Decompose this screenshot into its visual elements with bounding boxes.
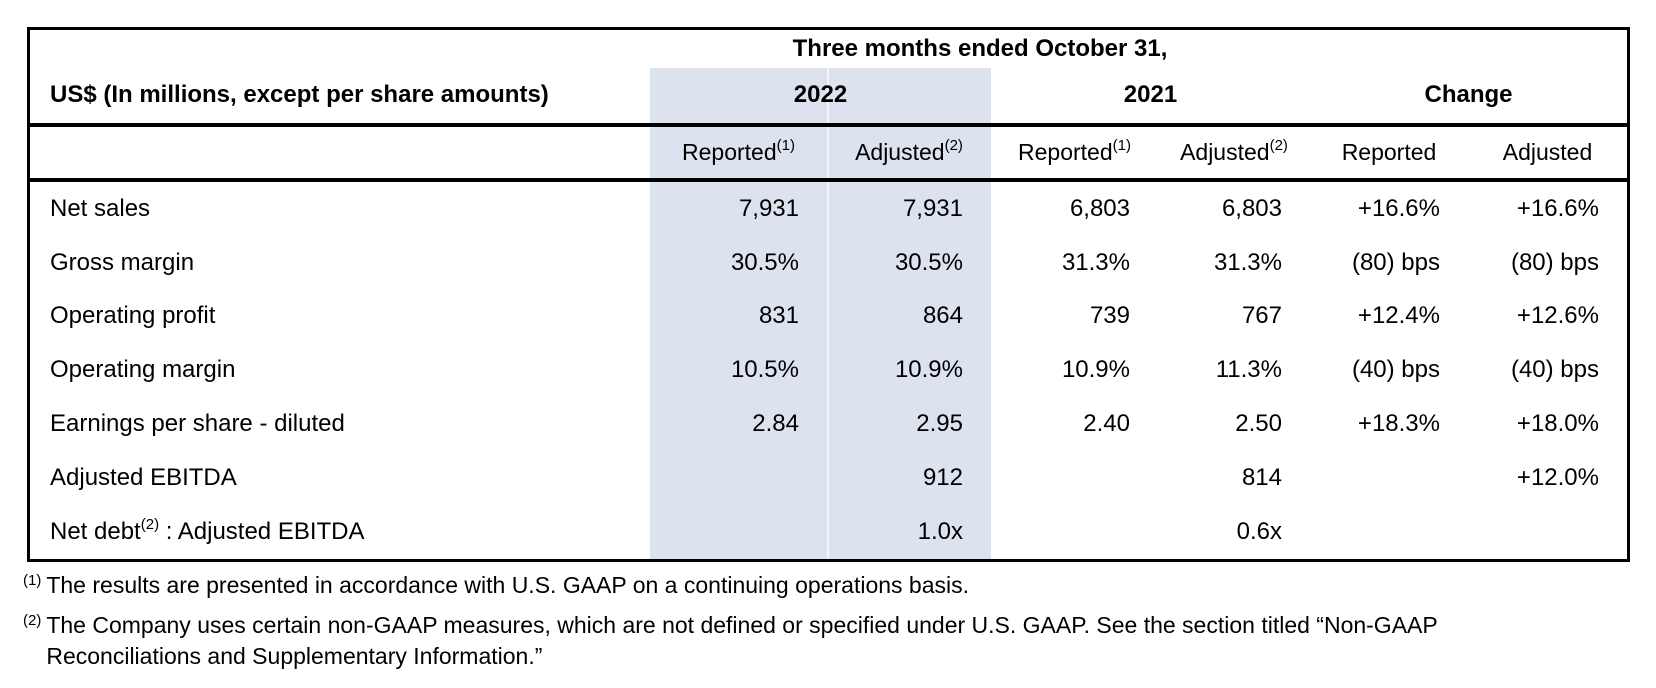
cell-value: 814: [1241, 464, 1282, 492]
footnote-1: (1) The results are presented in accorda…: [23, 570, 1633, 601]
highlight-column-separator: [827, 68, 829, 559]
table-row-operating-margin: Operating margin 10.5% 10.9% 10.9% 11.3%…: [30, 344, 1627, 398]
subheader-2021-adjusted: Adjusted(2): [1180, 137, 1288, 165]
cell-value: (80) bps: [1510, 248, 1599, 276]
cell-value: 912: [922, 464, 963, 492]
table-row-gross-margin: Gross margin 30.5% 30.5% 31.3% 31.3% (80…: [30, 236, 1627, 290]
table-row-net-debt-ratio: Net debt(2) : Adjusted EBITDA 1.0x 0.6x: [30, 505, 1627, 559]
cell-value: 11.3%: [1215, 356, 1282, 384]
subheader-2022-reported: Reported(1): [682, 137, 795, 165]
cell-value: 0.6x: [1236, 517, 1282, 545]
row-label: Gross margin: [50, 248, 195, 276]
cell-value: +12.4%: [1357, 302, 1440, 330]
row-label: Net sales: [50, 194, 151, 222]
cell-value: +18.3%: [1357, 410, 1440, 438]
table-row-adjusted-ebitda: Adjusted EBITDA 912 814 +12.0%: [30, 451, 1627, 505]
cell-value: 739: [1089, 302, 1130, 330]
change-header: Change: [1424, 81, 1513, 109]
header-row-years: US$ (In millions, except per share amoun…: [30, 68, 1627, 127]
results-table: Three months ended October 31, US$ (In m…: [27, 27, 1630, 562]
footnote-marker: (1): [776, 137, 795, 155]
cell-value: 7,931: [902, 194, 963, 222]
footnote-2-text: The Company uses certain non-GAAP measur…: [46, 612, 1438, 669]
cell-value: (40) bps: [1510, 356, 1599, 384]
cell-value: 1.0x: [917, 517, 963, 545]
cell-value: +12.6%: [1516, 302, 1599, 330]
subheader-2021-reported: Reported(1): [1018, 137, 1131, 165]
footnote-marker: (1): [1112, 137, 1131, 155]
cell-value: 6,803: [1069, 194, 1130, 222]
cell-value: +18.0%: [1516, 410, 1599, 438]
cell-value: +16.6%: [1357, 194, 1440, 222]
footnote-2-marker: (2): [23, 612, 42, 629]
cell-value: +12.0%: [1516, 464, 1599, 492]
year-2022-header: 2022: [793, 81, 848, 109]
year-2021-header: 2021: [1123, 81, 1178, 109]
subheader-change-adjusted: Adjusted: [1502, 139, 1593, 165]
footnote-1-text: The results are presented in accordance …: [46, 572, 969, 598]
table-row-eps-diluted: Earnings per share - diluted 2.84 2.95 2…: [30, 397, 1627, 451]
row-label: Operating margin: [50, 356, 236, 384]
subheader-change-reported: Reported: [1341, 139, 1437, 165]
footnote-marker: (2): [1269, 137, 1288, 155]
table-body: Net sales 7,931 7,931 6,803 6,803 +16.6%…: [30, 182, 1627, 559]
cell-value: 30.5%: [730, 248, 799, 276]
cell-value: 30.5%: [894, 248, 963, 276]
row-label: Net debt(2) : Adjusted EBITDA: [50, 515, 365, 545]
cell-value: 864: [922, 302, 963, 330]
cell-value: 2.40: [1083, 410, 1130, 438]
subheader-2022-adjusted: Adjusted(2): [855, 137, 963, 165]
footnote-1-marker: (1): [23, 572, 42, 589]
footnote-2: (2) The Company uses certain non-GAAP me…: [23, 610, 1633, 672]
cell-value: 2.95: [916, 410, 963, 438]
header-row-period: Three months ended October 31,: [30, 30, 1627, 68]
cell-value: (40) bps: [1351, 356, 1440, 384]
cell-value: 2.50: [1235, 410, 1282, 438]
row-label: Operating profit: [50, 302, 216, 330]
cell-value: +16.6%: [1516, 194, 1599, 222]
table-row-net-sales: Net sales 7,931 7,931 6,803 6,803 +16.6%…: [30, 182, 1627, 236]
cell-value: 10.9%: [1061, 356, 1130, 384]
highlight-2022-band: [650, 68, 991, 559]
unit-label: US$ (In millions, except per share amoun…: [50, 81, 549, 109]
table-row-operating-profit: Operating profit 831 864 739 767 +12.4% …: [30, 290, 1627, 344]
cell-value: 2.84: [752, 410, 799, 438]
cell-value: 831: [758, 302, 799, 330]
cell-value: (80) bps: [1351, 248, 1440, 276]
cell-value: 10.5%: [730, 356, 799, 384]
row-label: Adjusted EBITDA: [50, 464, 237, 492]
cell-value: 31.3%: [1213, 248, 1282, 276]
footnote-marker: (2): [944, 137, 963, 155]
cell-value: 767: [1241, 302, 1282, 330]
cell-value: 6,803: [1221, 194, 1282, 222]
footnotes: (1) The results are presented in accorda…: [23, 570, 1633, 681]
header-row-subheaders: Reported(1) Adjusted(2) Reported(1) Adju…: [30, 127, 1627, 182]
cell-value: 31.3%: [1061, 248, 1130, 276]
cell-value: 7,931: [738, 194, 799, 222]
row-label: Earnings per share - diluted: [50, 410, 345, 438]
table-title: Three months ended October 31,: [792, 34, 1168, 62]
cell-value: 10.9%: [894, 356, 963, 384]
